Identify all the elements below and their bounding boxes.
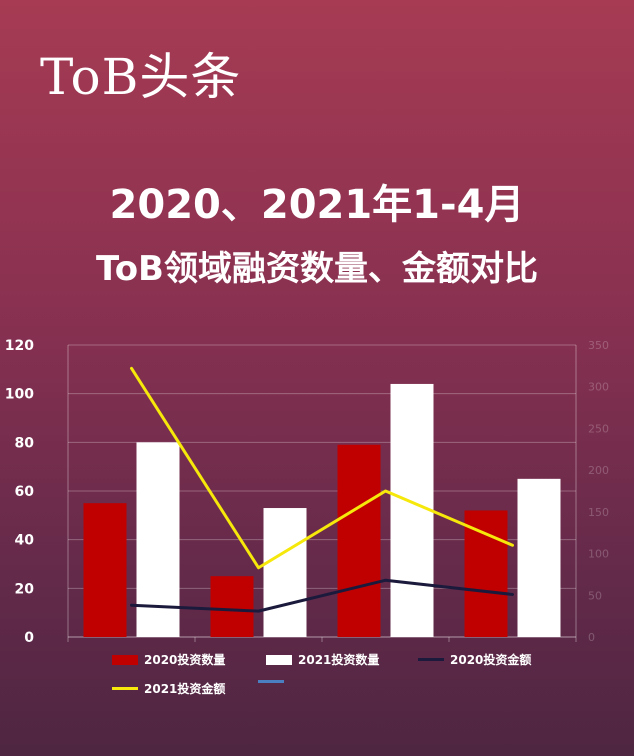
y-left-tick-label: 40	[15, 533, 35, 549]
y-right-tick-label: 100	[588, 548, 609, 561]
legend-swatch-2020-count	[112, 654, 138, 665]
y-right-tick-label: 250	[588, 422, 609, 435]
combo-chart: 0 20 40 60 80 100 120 0 50 100 150 200 250 300 350	[5, 338, 609, 646]
legend-label-2020-count: 2020投资数量	[144, 653, 226, 667]
legend-label-2021-count: 2021投资数量	[298, 653, 380, 667]
legend-label-2020-amount: 2020投资金额	[450, 653, 532, 667]
y-left-tick-label: 100	[5, 387, 34, 403]
legend-swatch-2021-count	[266, 654, 292, 665]
y-right-tick-label: 50	[588, 589, 602, 602]
y-right-tick-label: 200	[588, 464, 609, 477]
chart-title-line1: 2020、2021年1-4月	[109, 182, 525, 228]
y-right-tick-label: 300	[588, 381, 609, 394]
bar-2021	[263, 508, 307, 637]
bar-2021	[390, 383, 434, 637]
chart-title-line2: ToB领域融资数量、金额对比	[96, 249, 538, 289]
y-left-tick-label: 20	[15, 581, 35, 597]
legend-item-2021-amount: 2021投资金额	[112, 680, 225, 697]
bar-2020	[337, 444, 381, 637]
y-left-tick-label: 120	[5, 338, 34, 354]
bar-2020	[464, 510, 508, 637]
legend-item-extra	[258, 680, 290, 683]
y-left-tick-label: 80	[15, 435, 35, 451]
line-2020-amount	[130, 578, 514, 613]
legend-swatch-2021-amount	[112, 687, 138, 690]
legend-swatch-extra	[258, 680, 284, 683]
legend-item-2020-count: 2020投资数量	[112, 651, 225, 668]
y-right-tick-label: 350	[588, 339, 609, 352]
legend-label-2021-amount: 2021投资金额	[144, 682, 226, 696]
legend-item-2020-amount: 2020投资金额	[418, 651, 531, 668]
bar-2020	[83, 503, 127, 637]
brand-logo: ToB头条	[40, 48, 242, 106]
legend-swatch-2020-amount	[418, 658, 444, 661]
y-left-tick-label: 60	[15, 484, 35, 500]
bar-2020	[210, 576, 254, 637]
y-right-tick-label: 0	[588, 631, 595, 644]
bar-2021	[517, 478, 561, 637]
legend-item-2021-count: 2021投资数量	[266, 651, 379, 668]
line-2021-amount	[130, 366, 514, 570]
y-left-tick-label: 0	[24, 630, 34, 646]
y-right-tick-label: 150	[588, 506, 609, 519]
